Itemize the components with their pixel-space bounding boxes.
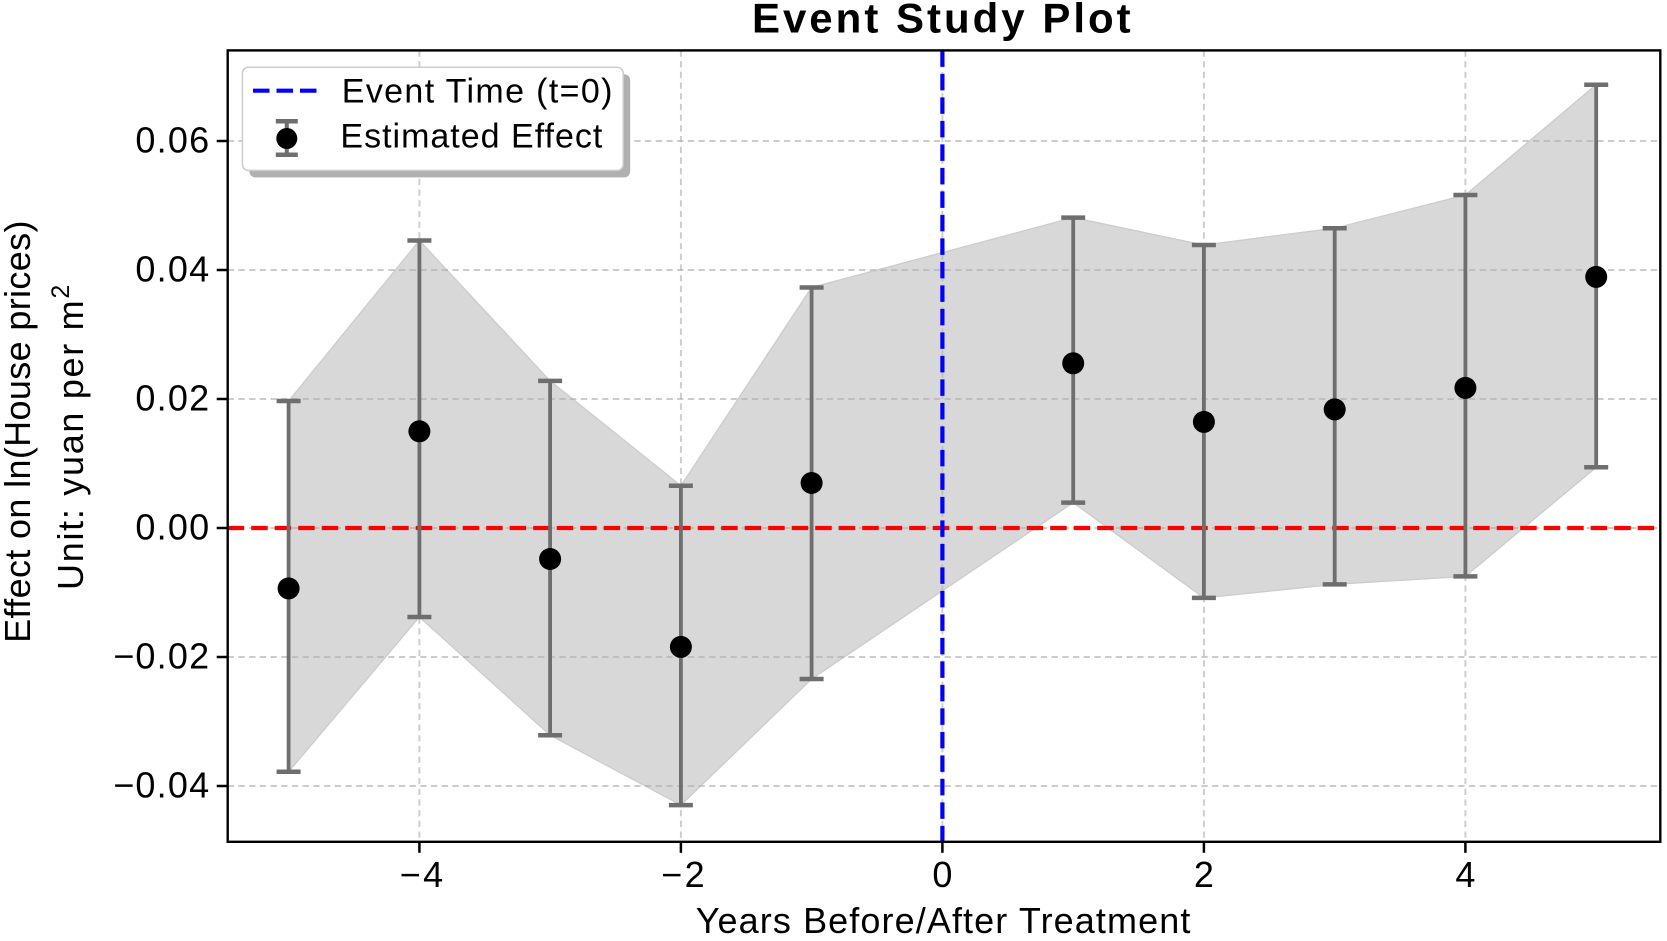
svg-text:0: 0 bbox=[932, 854, 952, 895]
svg-text:Event Study Plot: Event Study Plot bbox=[752, 0, 1134, 42]
svg-text:4: 4 bbox=[1455, 854, 1475, 895]
svg-text:−0.02: −0.02 bbox=[113, 636, 210, 677]
svg-text:Effect on ln(House prices): Effect on ln(House prices) bbox=[0, 220, 38, 643]
svg-text:0.02: 0.02 bbox=[135, 378, 210, 419]
svg-text:0.00: 0.00 bbox=[135, 507, 210, 548]
svg-text:−2: −2 bbox=[661, 854, 707, 895]
svg-text:Event Time (t=0): Event Time (t=0) bbox=[342, 73, 614, 111]
svg-text:0.06: 0.06 bbox=[135, 120, 210, 161]
svg-text:Years Before/After Treatment: Years Before/After Treatment bbox=[696, 900, 1192, 941]
svg-text:2: 2 bbox=[1194, 854, 1214, 895]
svg-text:0.04: 0.04 bbox=[135, 249, 210, 290]
svg-text:Unit: yuan per m2: Unit: yuan per m2 bbox=[47, 283, 91, 590]
svg-text:−4: −4 bbox=[400, 854, 446, 895]
svg-text:Estimated Effect: Estimated Effect bbox=[340, 118, 603, 156]
svg-text:−0.04: −0.04 bbox=[113, 765, 210, 806]
